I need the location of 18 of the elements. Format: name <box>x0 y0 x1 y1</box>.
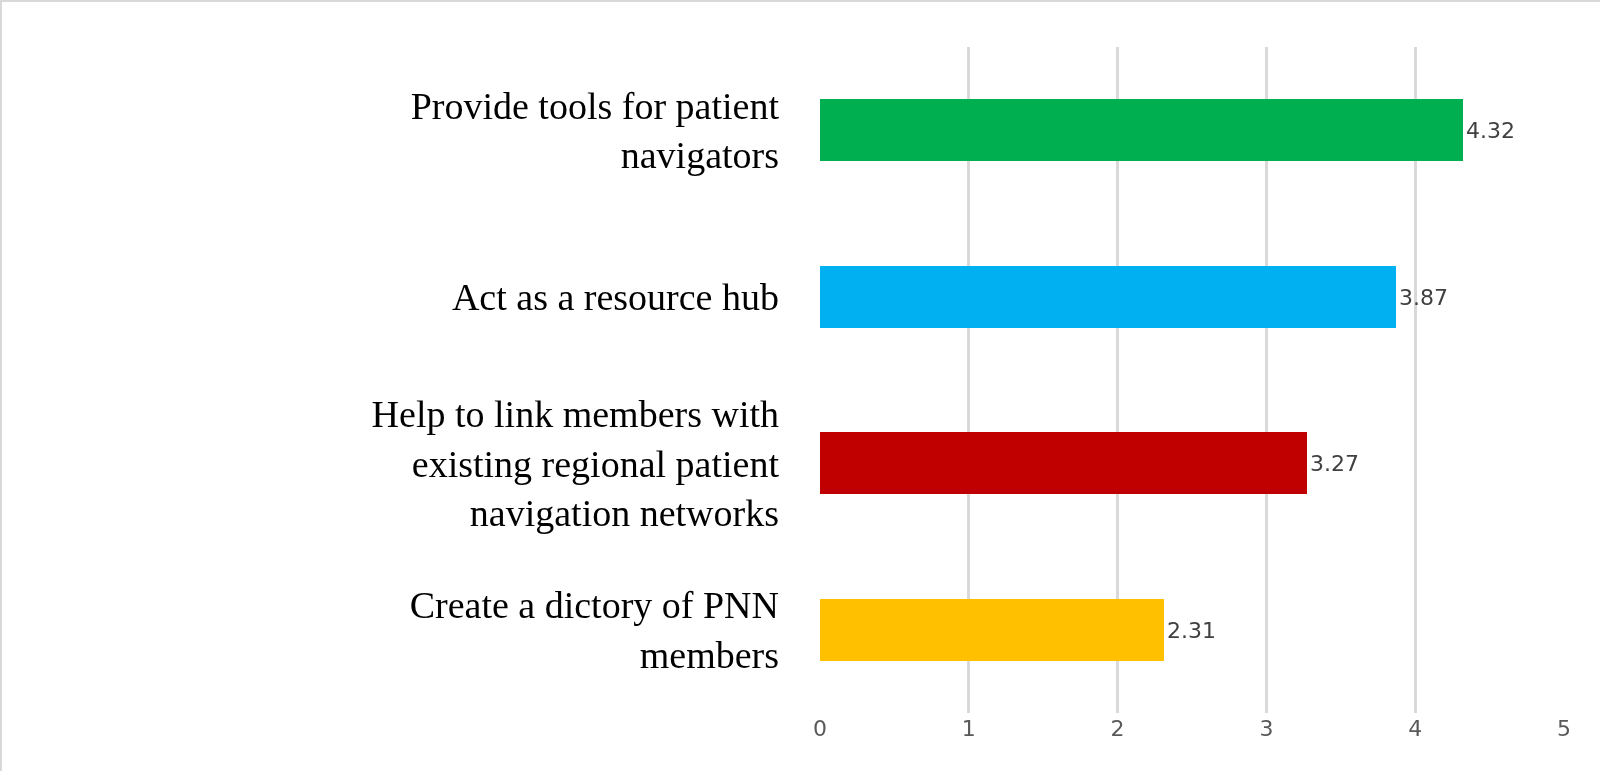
data-label: 3.87 <box>1399 284 1448 310</box>
bar <box>820 266 1396 328</box>
y-tick-label: Help to link members with existing regional patient navigation networks <box>371 393 780 534</box>
bar <box>820 432 1307 494</box>
x-tick-label: 5 <box>1557 716 1571 741</box>
bar <box>820 599 1164 661</box>
data-label: 3.27 <box>1310 450 1359 476</box>
data-label: 2.31 <box>1167 617 1216 643</box>
y-tick-label: Provide tools for patient navigators <box>410 84 780 177</box>
y-tick-label: Create a dictory of PNN members <box>409 584 779 676</box>
x-tick-label: 2 <box>1110 716 1125 741</box>
bar <box>820 99 1463 161</box>
x-tick-label: 1 <box>961 716 976 741</box>
x-tick-label: 0 <box>813 716 827 741</box>
y-tick-label: Act as a resource hub <box>451 276 779 319</box>
x-tick-label: 4 <box>1408 716 1423 741</box>
x-tick-label: 3 <box>1259 716 1274 741</box>
data-label: 4.32 <box>1466 117 1515 143</box>
